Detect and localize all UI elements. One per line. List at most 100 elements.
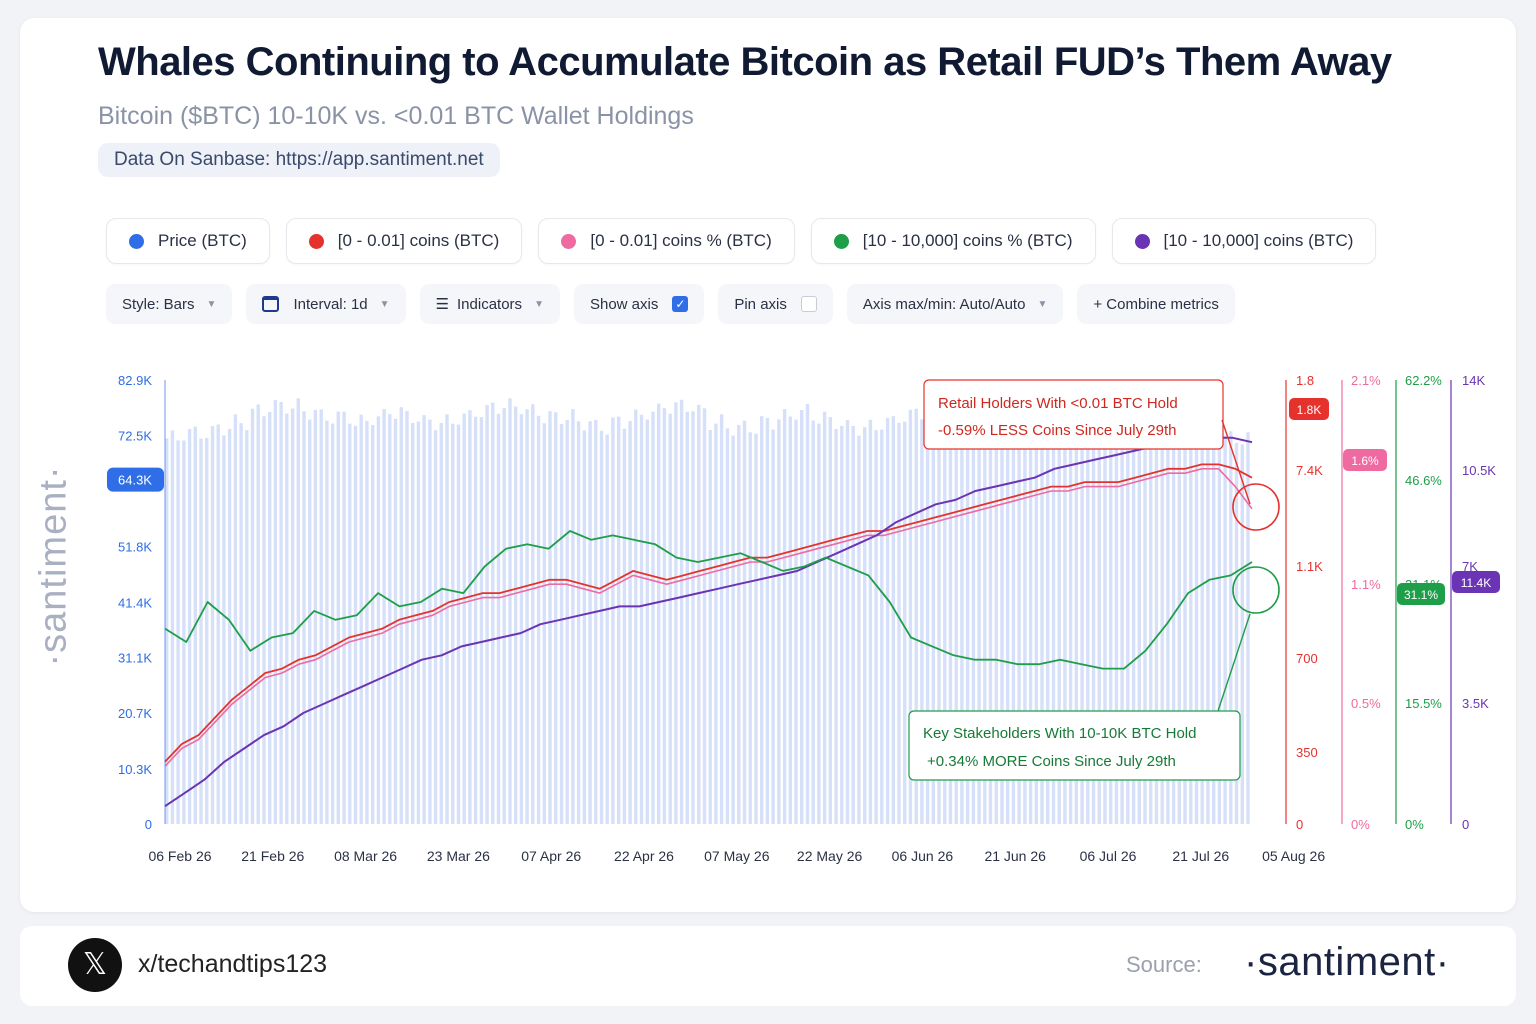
price-bar xyxy=(1149,418,1153,824)
whale-annotation-arrow xyxy=(1217,613,1251,712)
price-bar xyxy=(319,409,323,824)
price-bar xyxy=(977,397,981,824)
price-bar xyxy=(788,416,792,824)
interval-dropdown[interactable]: Interval: 1d ▼ xyxy=(246,284,406,324)
price-bar xyxy=(325,420,329,824)
social-handle[interactable]: x/techandtips123 xyxy=(138,950,328,978)
price-bar xyxy=(1046,429,1050,824)
price-bar xyxy=(983,413,987,824)
price-bar xyxy=(273,400,278,824)
price-bar xyxy=(1154,429,1159,824)
retail-coins-line xyxy=(164,463,1253,763)
price-bar xyxy=(960,405,964,824)
interval-label: Interval: 1d xyxy=(293,295,368,313)
retail-coins-tick-label: 350 xyxy=(1296,745,1318,760)
x-tick-label: 23 Mar 26 xyxy=(427,848,490,864)
price-bar xyxy=(1000,411,1004,824)
price-bar xyxy=(1171,427,1176,824)
price-bar xyxy=(1137,417,1141,824)
show-axis-checkbox[interactable]: ✓ xyxy=(672,296,689,312)
price-current-label: 64.3K xyxy=(118,473,152,488)
x-logo-icon[interactable]: 𝕏 xyxy=(68,938,122,992)
price-bar xyxy=(800,410,804,824)
style-dropdown[interactable]: Style: Bars ▼ xyxy=(106,284,233,324)
price-bar xyxy=(1194,435,1199,824)
pin-axis-toggle[interactable]: Pin axis xyxy=(718,284,833,324)
pin-axis-checkbox[interactable] xyxy=(800,296,817,312)
price-bar xyxy=(605,434,609,824)
retail-pct-current-label: 1.6% xyxy=(1351,454,1379,468)
price-bar xyxy=(1143,409,1147,824)
source-label: Source: xyxy=(1126,952,1202,977)
whale-pct-tick-label: 0% xyxy=(1405,817,1424,832)
legend: Price (BTC) [0 - 0.01] coins (BTC) [0 - … xyxy=(106,218,1377,264)
price-bar xyxy=(1040,417,1044,824)
footer: 𝕏 x/techandtips123 Source: ·santiment· xyxy=(20,926,1516,1006)
price-bar xyxy=(817,423,821,824)
retail-coins-current-label: 1.8K xyxy=(1297,403,1322,417)
whale-coins-dot-icon xyxy=(1134,233,1150,249)
price-bar xyxy=(697,404,701,824)
whale-pct-tick-label: 46.6% xyxy=(1405,473,1442,488)
price-bar xyxy=(565,419,569,824)
price-bar xyxy=(639,414,644,824)
price-bar xyxy=(685,411,689,824)
whale-coins-tick-label: 10.5K xyxy=(1462,463,1496,478)
price-bar xyxy=(1074,410,1078,824)
price-bar xyxy=(1166,415,1170,824)
chevron-down-icon: ▼ xyxy=(206,298,217,310)
price-bar xyxy=(954,394,958,824)
price-bar xyxy=(559,424,564,824)
chevron-down-icon: ▼ xyxy=(379,298,390,310)
price-bar xyxy=(811,420,815,824)
price-bar xyxy=(691,411,695,824)
price-bar xyxy=(1217,440,1222,824)
price-bar xyxy=(628,421,632,824)
legend-item-whale-coins[interactable]: [10 - 10,000] coins (BTC) xyxy=(1111,218,1377,264)
price-tick-label: 82.9K xyxy=(118,373,152,388)
combine-metrics-button[interactable]: + Combine metrics xyxy=(1077,284,1235,324)
price-bar xyxy=(1086,409,1090,824)
price-bar xyxy=(279,402,283,824)
indicators-dropdown[interactable]: ☰ Indicators ▼ xyxy=(419,284,560,324)
chevron-down-icon: ▼ xyxy=(534,298,544,310)
price-bar xyxy=(491,402,495,824)
price-bar xyxy=(777,419,781,824)
price-bar xyxy=(1240,444,1244,824)
legend-label-price: Price (BTC) xyxy=(158,231,247,250)
price-bar xyxy=(771,429,775,824)
legend-item-retail-coins[interactable]: [0 - 0.01] coins (BTC) xyxy=(285,218,523,264)
whale-coins-tick-label: 0 xyxy=(1462,817,1469,832)
axis-maxmin-dropdown[interactable]: Axis max/min: Auto/Auto ▼ xyxy=(846,284,1064,324)
price-bar xyxy=(411,423,415,824)
price-bar xyxy=(645,419,649,824)
show-axis-toggle[interactable]: Show axis ✓ xyxy=(573,284,705,324)
price-bar xyxy=(742,420,747,824)
legend-label-retail-pct: [0 - 0.01] coins % (BTC) xyxy=(590,231,772,250)
price-bar xyxy=(399,407,403,824)
price-bar xyxy=(794,419,798,824)
price-bar xyxy=(885,418,890,824)
price-bar xyxy=(1200,429,1204,824)
price-tick-label: 72.5K xyxy=(118,429,152,444)
legend-item-price[interactable]: Price (BTC) xyxy=(106,218,270,264)
price-bar xyxy=(925,412,930,824)
price-bar xyxy=(931,398,935,824)
price-tick-label: 41.4K xyxy=(118,595,152,610)
x-tick-label: 08 Mar 26 xyxy=(334,848,397,864)
x-tick-label: 21 Feb 26 xyxy=(241,848,304,864)
price-bar xyxy=(634,409,638,824)
calendar-icon xyxy=(262,296,280,312)
retail-pct-line xyxy=(164,467,1253,767)
whale-annotation-box xyxy=(908,710,1241,781)
price-bar xyxy=(994,398,998,824)
data-source-link[interactable]: Data On Sanbase: https://app.santiment.n… xyxy=(98,143,500,177)
chevron-down-icon: ▼ xyxy=(1037,298,1048,310)
price-bar xyxy=(285,413,289,824)
legend-item-retail-pct[interactable]: [0 - 0.01] coins % (BTC) xyxy=(538,218,795,264)
retail-pct-current-badge xyxy=(1343,449,1387,471)
price-tick-label: 20.7K xyxy=(118,706,152,721)
legend-item-whale-pct[interactable]: [10 - 10,000] coins % (BTC) xyxy=(810,218,1096,264)
retail-annotation-box xyxy=(923,379,1224,450)
price-bar xyxy=(514,406,518,824)
